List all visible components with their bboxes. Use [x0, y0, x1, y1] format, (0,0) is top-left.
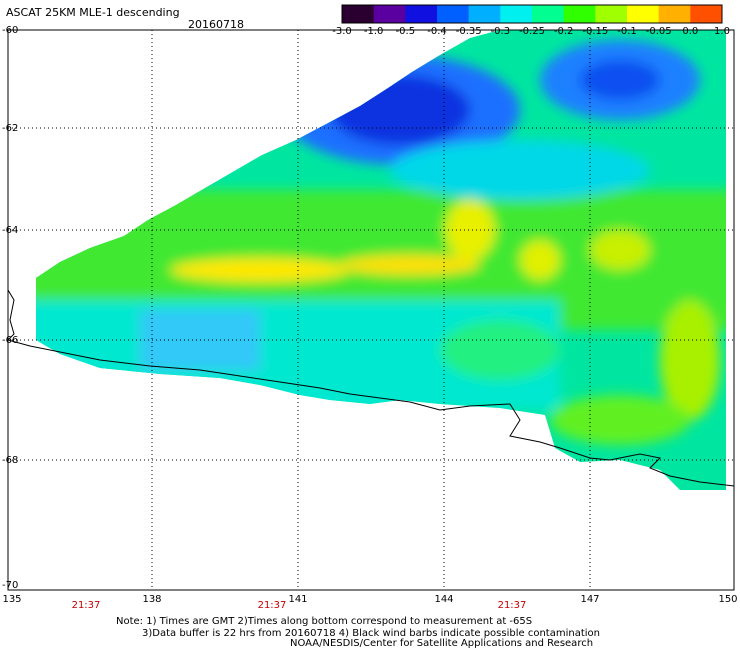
- y-tick-label: -60: [2, 25, 19, 36]
- colorbar-tick-label: 1.0: [714, 26, 730, 37]
- map-date: 20160718: [188, 18, 244, 31]
- colorbar-tick-label: -0.25: [519, 26, 545, 37]
- colorbar-segment: [500, 5, 533, 23]
- colorbar-segment: [373, 5, 406, 23]
- y-tick-label: -68: [2, 455, 19, 466]
- time-label: 21:37: [497, 600, 527, 611]
- x-tick-label: 138: [142, 594, 162, 605]
- colorbar-tick-label: -1.0: [363, 26, 384, 37]
- colorbar-segment: [627, 5, 660, 23]
- time-label: 21:37: [71, 600, 101, 611]
- colorbar-segment: [405, 5, 438, 23]
- colorbar-tick-label: -3.0: [332, 26, 352, 37]
- y-tick-label: -62: [2, 123, 19, 134]
- colorbar-tick-label: -0.2: [553, 26, 574, 37]
- x-tick-label: 144: [434, 594, 454, 605]
- colorbar-tick-label: -0.3: [490, 26, 511, 37]
- colorbar-tick-label: -0.35: [455, 26, 482, 37]
- note-line-1: Note: 1) Times are GMT 2)Times along bot…: [116, 616, 533, 627]
- colorbar-tick-label: -0.15: [582, 26, 609, 37]
- colorbar-segment: [437, 5, 470, 23]
- colorbar-tick-label: -0.05: [645, 26, 672, 37]
- colorbar-segment: [532, 5, 565, 23]
- colorbar-segment: [690, 5, 723, 23]
- colorbar-tick-label: 0.0: [682, 26, 699, 37]
- colorbar: [341, 4, 723, 24]
- x-tick-label: 135: [2, 594, 22, 605]
- colorbar-segment: [342, 5, 375, 23]
- time-label: 21:37: [257, 600, 287, 611]
- colorbar-tick-label: -0.1: [617, 26, 637, 37]
- colorbar-segment: [563, 5, 596, 23]
- map-title: ASCAT 25KM MLE-1 descending: [6, 6, 180, 19]
- grid: [8, 30, 734, 590]
- x-tick-label: 147: [580, 594, 600, 605]
- y-tick-label: -64: [2, 225, 19, 236]
- note-line-3: NOAA/NESDIS/Center for Satellite Applica…: [290, 638, 594, 649]
- x-tick-label: 141: [288, 594, 308, 605]
- colorbar-tick-label: -0.5: [395, 26, 416, 37]
- coastline: [7, 289, 735, 487]
- colorbar-border: [341, 4, 723, 24]
- colorbar-segment: [595, 5, 628, 23]
- y-tick-label: -70: [2, 580, 19, 591]
- x-tick-label: 150: [718, 594, 738, 605]
- colorbar-tick-label: -0.4: [427, 26, 447, 37]
- note-line-2: 3)Data buffer is 22 hrs from 20160718 4)…: [142, 628, 600, 639]
- colorbar-segment: [658, 5, 691, 23]
- y-tick-label: -66: [2, 335, 19, 346]
- colorbar-segment: [468, 5, 501, 23]
- plot-frame: [7, 29, 735, 591]
